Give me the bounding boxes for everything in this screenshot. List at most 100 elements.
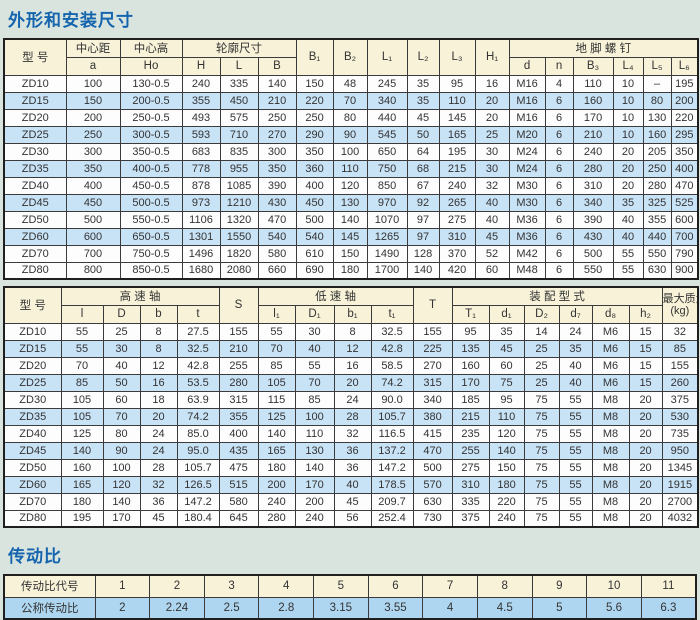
value-cell: 370 [438, 244, 476, 263]
page-title-ratio: 传动比 [8, 547, 62, 566]
row-label-cell: ZD50 [3, 458, 62, 477]
value-cell: 55 [558, 407, 593, 426]
row-label-cell: ZD80 [3, 509, 62, 528]
value-cell: 100 [65, 74, 121, 93]
value-cell: 10 [586, 574, 642, 598]
row-label-cell: ZD10 [3, 74, 67, 93]
value-cell: 55 [60, 322, 104, 341]
value-cell: 550 [642, 244, 672, 263]
value-cell: 350-0.5 [119, 142, 183, 161]
value-cell: 850-0.5 [119, 261, 183, 280]
value-cell: 25 [523, 373, 560, 392]
table-row: ZD15 150 200-0.5 355 450 210 220 70 340 35 110 20 M1… [3, 91, 699, 110]
value-cell: 245 [366, 74, 408, 93]
value-cell: 116.5 [370, 424, 414, 443]
value-cell: 55 [558, 458, 593, 477]
value-cell: 40 [612, 210, 644, 229]
value-cell: M8 [591, 509, 630, 528]
value-cell: 700 [670, 227, 699, 246]
table-row: ZD20 70 40 12 42.8 255 85 55 16 58.5 270 160 60 25 40 M… [3, 356, 699, 375]
value-cell: 280 [572, 159, 614, 178]
value-cell: 3.55 [367, 596, 424, 620]
value-cell: 215 [451, 407, 490, 426]
value-cell: 20 [333, 373, 372, 392]
row-label-cell: ZD15 [3, 339, 62, 358]
value-cell: 125 [60, 424, 104, 443]
value-cell: M30 [508, 193, 546, 212]
value-cell: 155 [661, 356, 699, 375]
value-cell: 380 [412, 407, 453, 426]
value-cell: 110 [572, 74, 614, 93]
value-cell: 15 [628, 356, 663, 375]
value-cell: 900 [670, 261, 699, 280]
value-cell: 55 [612, 244, 644, 263]
value-cell: 6 [544, 210, 574, 229]
value-cell: 140 [332, 210, 368, 229]
value-cell: 55 [558, 424, 593, 443]
value-cell: 50 [406, 125, 440, 144]
col-header-b: B [257, 56, 297, 76]
value-cell: 150 [65, 91, 121, 110]
row-label-cell: ZD70 [3, 492, 62, 511]
table-row: ZD30 300 350-0.5 683 835 300 350 100 650 64 195 30 M… [3, 142, 699, 161]
value-cell: 415 [412, 424, 453, 443]
value-cell: 32 [474, 176, 510, 195]
value-cell: 140 [257, 424, 296, 443]
value-cell: 2 [94, 596, 151, 620]
value-cell: 130-0.5 [119, 74, 183, 93]
value-cell: 28 [333, 407, 372, 426]
value-cell: 140 [406, 261, 440, 280]
value-cell: 8 [139, 322, 178, 341]
value-cell: M48 [508, 261, 546, 280]
value-cell: 750-0.5 [119, 244, 183, 263]
col-header-center-height: 中心高 [119, 38, 183, 58]
value-cell: 6 [367, 574, 424, 598]
value-cell: 95 [488, 390, 525, 409]
value-cell: 140 [257, 74, 297, 93]
col-header-l5: L₅ [642, 56, 672, 76]
value-cell: 170 [572, 108, 614, 127]
value-cell: 1106 [181, 210, 221, 229]
value-cell: 80 [642, 91, 672, 110]
value-cell: 200 [65, 108, 121, 127]
table-row: ZD30 105 60 18 63.9 315 115 85 24 90.0 340 185 95 75 5… [3, 390, 699, 409]
value-cell: 15 [628, 373, 663, 392]
transmission-ratio-table: 传动比代号 1 2 3 4 5 6 7 8 9 10 11 公称传动比 2 2.24 2.5 2.8 3.15 3.… [3, 574, 697, 620]
value-cell: 430 [572, 227, 614, 246]
col-header-d2-asm: D₂ [523, 304, 560, 324]
value-cell: 24 [558, 322, 593, 341]
value-cell: 30 [294, 322, 335, 341]
value-cell: 280 [642, 176, 672, 195]
value-cell: 240 [257, 492, 296, 511]
col-header-l1: L₁ [366, 38, 408, 76]
value-cell: 310 [451, 475, 490, 494]
value-cell: 68 [406, 159, 440, 178]
value-cell: 36 [333, 441, 372, 460]
table-row: ZD15 55 30 8 32.5 210 70 40 12 42.8 225 135 45 25 35 M6… [3, 339, 699, 358]
value-cell: 4.5 [476, 596, 533, 620]
value-cell: 570 [412, 475, 453, 494]
value-cell: 137.2 [370, 441, 414, 460]
table-row: ZD35 350 400-0.5 778 955 350 360 110 750 68 215 30 M… [3, 159, 699, 178]
value-cell: 650 [366, 142, 408, 161]
value-cell: 450 [295, 193, 334, 212]
value-cell: 540 [295, 227, 334, 246]
value-cell: 6 [544, 91, 574, 110]
value-cell: 645 [218, 509, 259, 528]
value-cell: 700 [65, 244, 121, 263]
value-cell: 600 [670, 210, 699, 229]
value-cell: 500 [412, 458, 453, 477]
value-cell: – [642, 74, 672, 93]
value-cell: 110 [438, 91, 476, 110]
col-header-ho: Ho [119, 56, 183, 76]
value-cell: 3.15 [313, 596, 369, 620]
value-cell: 165 [257, 441, 296, 460]
value-cell: M16 [508, 91, 546, 110]
value-cell: 1680 [181, 261, 221, 280]
value-cell: 178.5 [370, 475, 414, 494]
value-cell: 105 [60, 390, 104, 409]
value-cell: 800 [65, 261, 121, 280]
value-cell: 2080 [219, 261, 259, 280]
value-cell: 355 [218, 407, 259, 426]
